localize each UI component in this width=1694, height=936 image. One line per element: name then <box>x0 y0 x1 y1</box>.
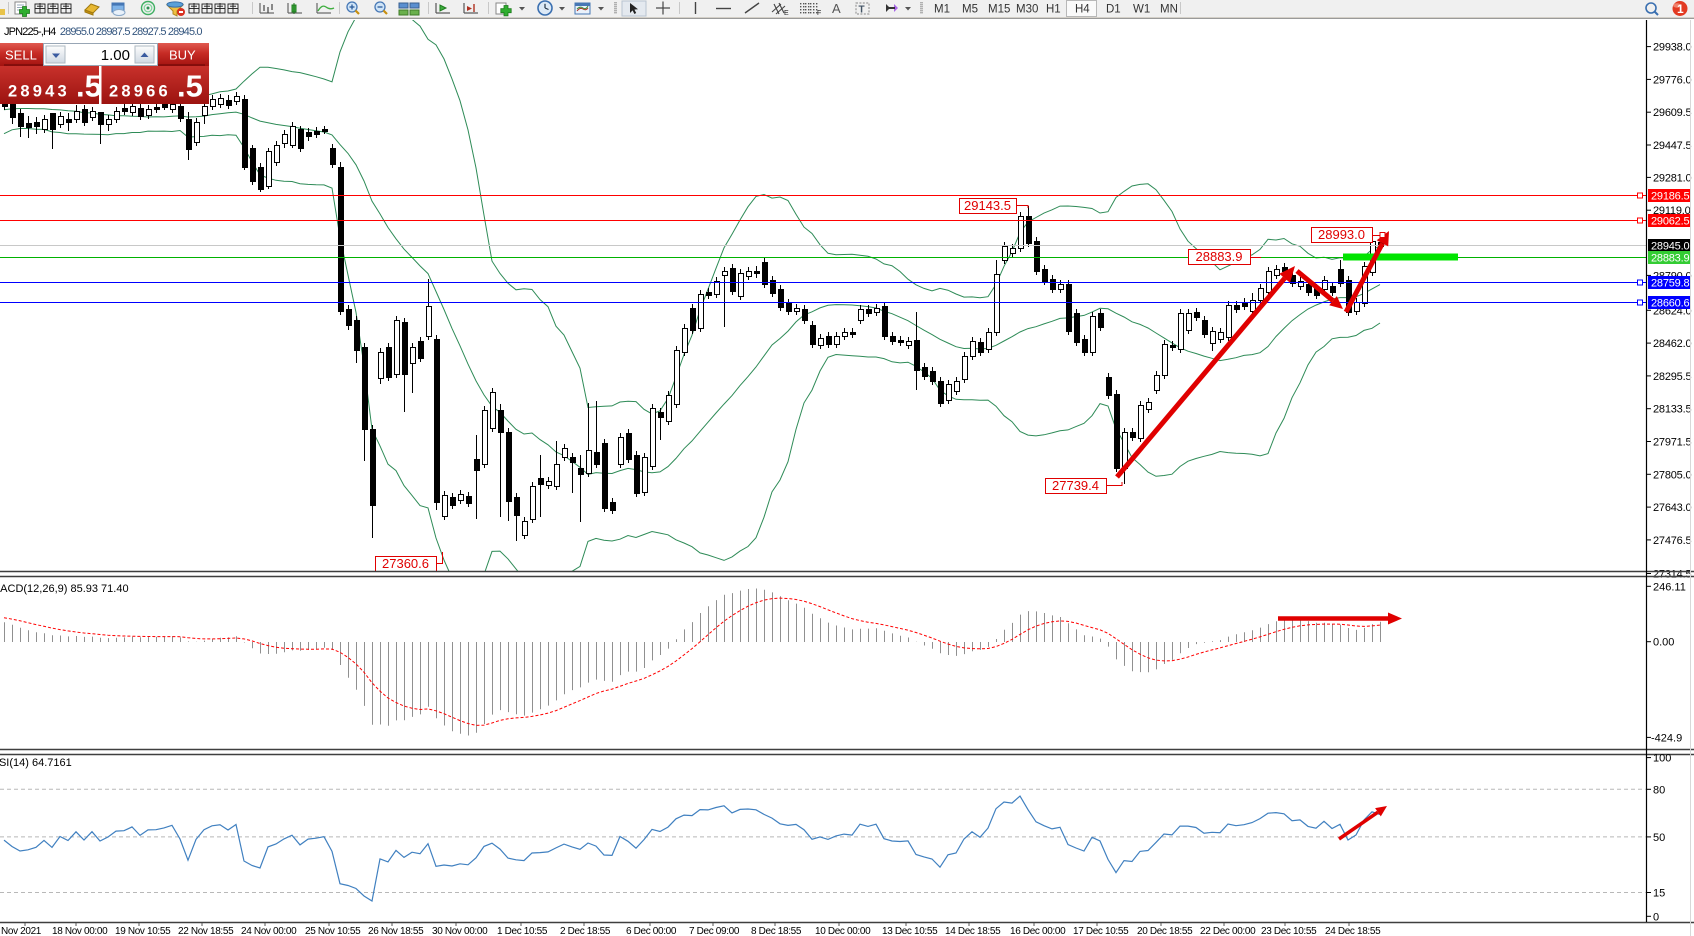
svg-text:100: 100 <box>1653 753 1671 765</box>
svg-text:50: 50 <box>1653 832 1665 844</box>
svg-text:E: E <box>784 10 789 17</box>
svg-text:28883.9: 28883.9 <box>1651 253 1689 265</box>
svg-text:W1: W1 <box>1133 4 1150 16</box>
svg-text:RSI(14) 64.7161: RSI(14) 64.7161 <box>0 757 72 769</box>
svg-text:80: 80 <box>1653 784 1665 796</box>
svg-text:25 Nov 10:55: 25 Nov 10:55 <box>305 926 361 936</box>
svg-text:M1: M1 <box>934 4 950 16</box>
svg-text:D1: D1 <box>1106 4 1121 16</box>
svg-text:28660.6: 28660.6 <box>1651 298 1689 310</box>
svg-text:29938.0: 29938.0 <box>1653 42 1691 54</box>
svg-text:28462.0: 28462.0 <box>1653 338 1691 350</box>
svg-text:-424.9: -424.9 <box>1651 732 1682 744</box>
svg-text:7 Dec 09:00: 7 Dec 09:00 <box>689 926 740 936</box>
svg-text:MACD(12,26,9) 85.93 71.40: MACD(12,26,9) 85.93 71.40 <box>0 583 129 595</box>
svg-text:26 Nov 18:55: 26 Nov 18:55 <box>368 926 424 936</box>
svg-text:29447.5: 29447.5 <box>1653 140 1691 152</box>
svg-text:28759.8: 28759.8 <box>1651 278 1689 290</box>
svg-text:1 Dec 10:55: 1 Dec 10:55 <box>497 926 548 936</box>
svg-text:28993.0: 28993.0 <box>1318 227 1365 242</box>
svg-text:2 Dec 18:55: 2 Dec 18:55 <box>560 926 611 936</box>
svg-text:29281.0: 29281.0 <box>1653 172 1691 184</box>
svg-text:24 Dec 18:55: 24 Dec 18:55 <box>1325 926 1381 936</box>
svg-text:M15: M15 <box>988 4 1010 16</box>
svg-text:22 Dec 00:00: 22 Dec 00:00 <box>1200 926 1256 936</box>
svg-text:28966: 28966 <box>109 83 171 101</box>
svg-text:20 Dec 18:55: 20 Dec 18:55 <box>1137 926 1193 936</box>
svg-text:BUY: BUY <box>169 48 196 63</box>
svg-text:M5: M5 <box>962 4 978 16</box>
svg-text:18 Nov 00:00: 18 Nov 00:00 <box>52 926 108 936</box>
svg-text:T: T <box>859 5 865 16</box>
svg-text:30 Nov 00:00: 30 Nov 00:00 <box>432 926 488 936</box>
svg-text:1.00: 1.00 <box>101 47 130 64</box>
svg-text:1: 1 <box>1677 2 1684 16</box>
svg-text:16 Dec 00:00: 16 Dec 00:00 <box>1010 926 1066 936</box>
svg-text:17 Dec 10:55: 17 Dec 10:55 <box>1073 926 1129 936</box>
svg-text:27476.5: 27476.5 <box>1653 535 1691 547</box>
svg-text:246.11: 246.11 <box>1653 581 1686 593</box>
svg-text:.5: .5 <box>177 69 203 104</box>
svg-text:6 Dec 00:00: 6 Dec 00:00 <box>626 926 677 936</box>
svg-text:Nov 2021: Nov 2021 <box>1 926 42 936</box>
svg-text:M30: M30 <box>1016 4 1038 16</box>
svg-text:H4: H4 <box>1075 4 1090 16</box>
svg-text:24 Nov 00:00: 24 Nov 00:00 <box>241 926 297 936</box>
svg-text:0.00: 0.00 <box>1653 637 1674 649</box>
svg-text:28883.9: 28883.9 <box>1196 249 1243 264</box>
svg-text:F: F <box>817 10 821 17</box>
svg-text:28943: 28943 <box>8 83 70 101</box>
svg-text:H1: H1 <box>1046 4 1061 16</box>
svg-text:29143.5: 29143.5 <box>964 198 1011 213</box>
svg-text:14 Dec 18:55: 14 Dec 18:55 <box>945 926 1001 936</box>
svg-text:JPN225-,H4 28955.0 28987.5 28: JPN225-,H4 28955.0 28987.5 28927.5 28945… <box>4 26 202 38</box>
svg-text:8 Dec 18:55: 8 Dec 18:55 <box>751 926 802 936</box>
svg-text:10 Dec 00:00: 10 Dec 00:00 <box>815 926 871 936</box>
svg-text:MN: MN <box>1160 4 1178 16</box>
svg-text:29062.5: 29062.5 <box>1651 216 1689 228</box>
svg-text:27643.0: 27643.0 <box>1653 502 1691 514</box>
svg-text:15: 15 <box>1653 888 1665 900</box>
svg-text:28295.5: 28295.5 <box>1653 371 1691 383</box>
svg-text:28945.0: 28945.0 <box>1651 241 1689 253</box>
svg-text:29776.0: 29776.0 <box>1653 74 1691 86</box>
svg-text:22 Nov 18:55: 22 Nov 18:55 <box>178 926 234 936</box>
svg-text:19 Nov 10:55: 19 Nov 10:55 <box>115 926 171 936</box>
svg-text:29186.5: 29186.5 <box>1651 191 1689 203</box>
svg-text:28133.5: 28133.5 <box>1653 404 1691 416</box>
svg-text:0: 0 <box>1653 911 1659 923</box>
svg-text:27314.5: 27314.5 <box>1653 569 1691 581</box>
svg-text:13 Dec 10:55: 13 Dec 10:55 <box>882 926 938 936</box>
svg-text:27360.6: 27360.6 <box>382 556 429 571</box>
svg-text:SELL: SELL <box>5 48 37 63</box>
svg-text:A: A <box>832 1 841 16</box>
svg-text:27805.0: 27805.0 <box>1653 469 1691 481</box>
svg-text:.5: .5 <box>76 69 102 104</box>
svg-text:23 Dec 10:55: 23 Dec 10:55 <box>1261 926 1317 936</box>
svg-text:29609.5: 29609.5 <box>1653 107 1691 119</box>
svg-text:27739.4: 27739.4 <box>1052 478 1099 493</box>
svg-text:27971.5: 27971.5 <box>1653 437 1691 449</box>
